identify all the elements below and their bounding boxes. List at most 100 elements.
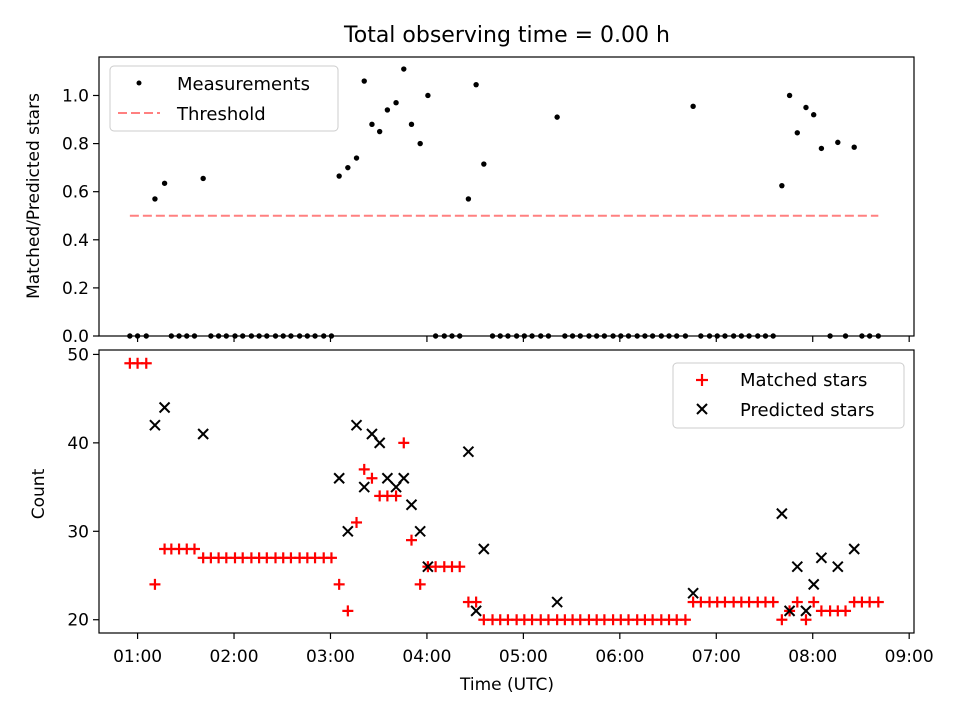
matched-stars-point — [351, 516, 363, 528]
bottom-x-ticks: 01:00 02:00 03:00 04:00 05:00 06:00 07:00 08:00… — [113, 633, 934, 667]
top-chart-title: Total observing time = 0.00 h — [343, 23, 670, 48]
predicted-stars-point — [478, 543, 490, 555]
predicted-stars-point — [149, 419, 161, 431]
measurement-point — [345, 164, 351, 171]
top-y-ticks: 0.0 0.2 0.4 0.6 0.8 1.0 — [62, 86, 99, 347]
measurement-point — [393, 99, 399, 106]
matched-stars-point — [390, 490, 402, 502]
bottom-data-marks — [124, 357, 884, 626]
predicted-stars-point — [350, 419, 363, 431]
measurement-point — [336, 173, 342, 179]
x-tick-label: 01:00 — [113, 647, 162, 667]
x-tick-label: 05:00 — [499, 647, 548, 667]
predicted-stars-point — [551, 596, 563, 608]
predicted-stars-point — [358, 481, 370, 493]
predicted-stars-point — [470, 605, 482, 617]
predicted-stars-point — [815, 552, 828, 564]
measurement-point — [200, 175, 206, 182]
measurement-point — [161, 180, 168, 186]
measurement-point — [481, 161, 487, 167]
predicted-stars-point — [414, 525, 426, 538]
predicted-stars-point — [462, 445, 475, 458]
measurement-point — [779, 182, 785, 189]
matched-stars-point — [872, 596, 884, 608]
top-axes-frame — [98, 56, 915, 337]
top-plot: Total observing time = 0.00 h Matched/Pr… — [24, 23, 915, 347]
matched-stars-point — [414, 578, 426, 590]
y-tick-label: 50 — [67, 345, 89, 365]
measurement-point — [361, 78, 367, 84]
measurement-point — [554, 114, 560, 120]
legend-predicted-marker — [696, 403, 708, 415]
predicted-stars-point — [158, 401, 171, 414]
matched-stars-point — [454, 561, 466, 573]
measurement-point — [425, 92, 431, 99]
bottom-x-axis-label: Time (UTC) — [459, 675, 554, 695]
measurement-point — [417, 140, 423, 147]
predicted-stars-point — [333, 472, 345, 484]
y-tick-label: 0.2 — [62, 279, 89, 299]
measurement-point — [818, 145, 825, 152]
y-tick-label: 0.0 — [62, 327, 89, 347]
matched-stars-point — [776, 614, 788, 626]
measurement-point — [810, 112, 817, 118]
legend-matched-label: Matched stars — [740, 370, 867, 391]
bottom-y-ticks: 20 30 40 50 — [67, 345, 99, 631]
matched-stars-point — [791, 596, 803, 608]
legend-threshold-label: Threshold — [176, 104, 266, 125]
matched-stars-point — [366, 472, 378, 484]
y-tick-label: 30 — [67, 522, 89, 542]
x-tick-label: 07:00 — [692, 647, 741, 667]
legend-measurements-marker — [136, 80, 142, 86]
measurement-point — [690, 103, 696, 110]
legend-matched-marker — [696, 374, 708, 386]
measurement-point — [369, 121, 375, 128]
predicted-stars-point — [398, 472, 410, 484]
measurement-point — [803, 104, 809, 111]
x-tick-label: 09:00 — [885, 647, 934, 667]
predicted-stars-point — [342, 525, 354, 538]
matched-stars-point — [800, 614, 812, 626]
top-legend-box — [109, 65, 339, 132]
measurement-point — [384, 107, 391, 113]
matched-stars-point — [767, 596, 779, 608]
measurement-point — [835, 139, 841, 146]
matched-stars-point — [149, 578, 161, 590]
x-tick-label: 06:00 — [595, 647, 644, 667]
y-tick-label: 40 — [67, 434, 89, 454]
measurement-point — [401, 66, 407, 72]
y-tick-label: 0.6 — [62, 183, 89, 203]
y-tick-label: 0.8 — [62, 135, 89, 155]
x-tick-label: 04:00 — [402, 647, 451, 667]
predicted-stars-point — [791, 560, 804, 573]
y-tick-label: 0.4 — [62, 231, 89, 251]
bottom-legend-box — [672, 362, 905, 429]
measurement-point — [353, 155, 360, 161]
measurement-point — [473, 81, 479, 88]
predicted-stars-point — [197, 428, 209, 440]
matched-stars-point — [358, 463, 370, 475]
measurement-point — [794, 130, 800, 136]
matched-stars-point — [679, 614, 691, 626]
measurement-point — [152, 196, 158, 202]
measurement-point — [851, 144, 857, 150]
matched-stars-point — [398, 437, 410, 449]
matched-stars-point — [405, 534, 417, 546]
measurement-point — [465, 196, 472, 202]
legend-measurements-label: Measurements — [177, 74, 310, 95]
top-y-axis-label: Matched/Predicted stars — [24, 93, 44, 299]
matched-stars-point — [140, 357, 152, 369]
predicted-stars-point — [422, 560, 434, 573]
predicted-stars-point — [373, 437, 386, 449]
measurement-point — [376, 128, 383, 135]
predicted-stars-point — [381, 472, 394, 484]
legend-predicted-label: Predicted stars — [740, 400, 874, 421]
measurement-point — [408, 121, 415, 128]
matched-stars-point — [808, 596, 820, 608]
x-tick-label: 03:00 — [306, 647, 355, 667]
x-tick-label: 08:00 — [788, 647, 837, 667]
matched-stars-point — [325, 552, 337, 564]
predicted-stars-point — [800, 605, 812, 617]
matched-stars-point — [342, 605, 354, 617]
matched-stars-point — [470, 596, 482, 608]
